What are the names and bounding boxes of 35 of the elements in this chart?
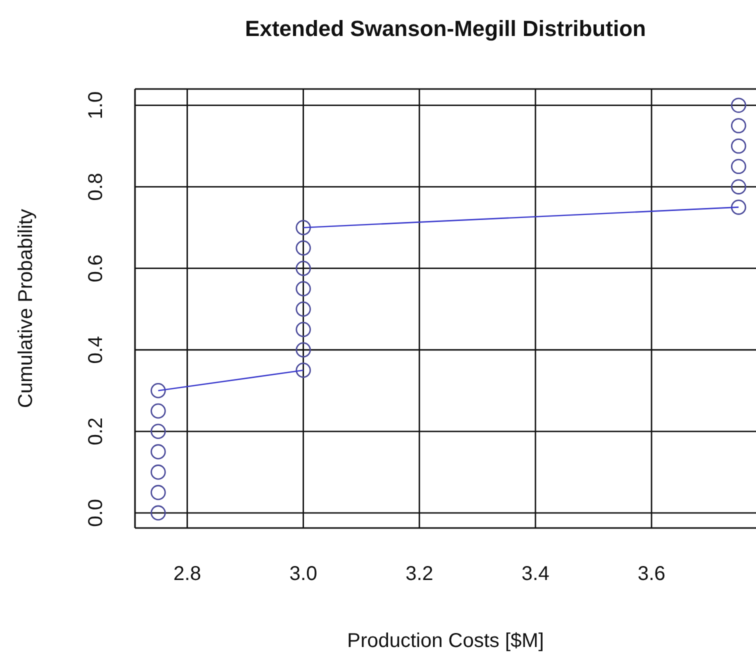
x-axis-title: Production Costs [$M] [347,630,544,652]
point [730,118,746,134]
point [296,220,311,236]
point [150,484,166,500]
y-tick-label: 0.0 [85,499,107,527]
y-tick-label: 0.4 [85,336,107,364]
chart-title: Extended Swanson-Megill Distribution [245,16,646,41]
point [296,260,311,276]
point [730,200,746,215]
point [296,240,311,256]
x-tick-label: 3.0 [289,563,318,586]
point [150,403,166,419]
point [150,464,166,480]
point [296,362,311,378]
x-tick-label: 3.6 [638,563,666,586]
point [296,281,311,296]
point [150,444,166,460]
y-tick-label: 0.2 [85,417,107,446]
point [150,383,166,398]
point [150,424,166,439]
point [730,158,746,174]
point [296,322,311,338]
point [730,98,746,113]
point [150,505,166,521]
y-tick-label: 0.6 [85,254,107,282]
point [730,138,746,154]
y-axis-title: Cumulative Probability [15,209,37,408]
y-tick-label: 0.8 [85,172,107,201]
x-tick-label: 3.2 [405,563,434,586]
x-tick-label: 3.4 [522,563,550,586]
x-tick-label: 2.8 [173,563,202,586]
y-tick-label: 1.0 [85,91,107,120]
point [296,302,311,317]
point [296,342,311,358]
point [730,179,746,194]
